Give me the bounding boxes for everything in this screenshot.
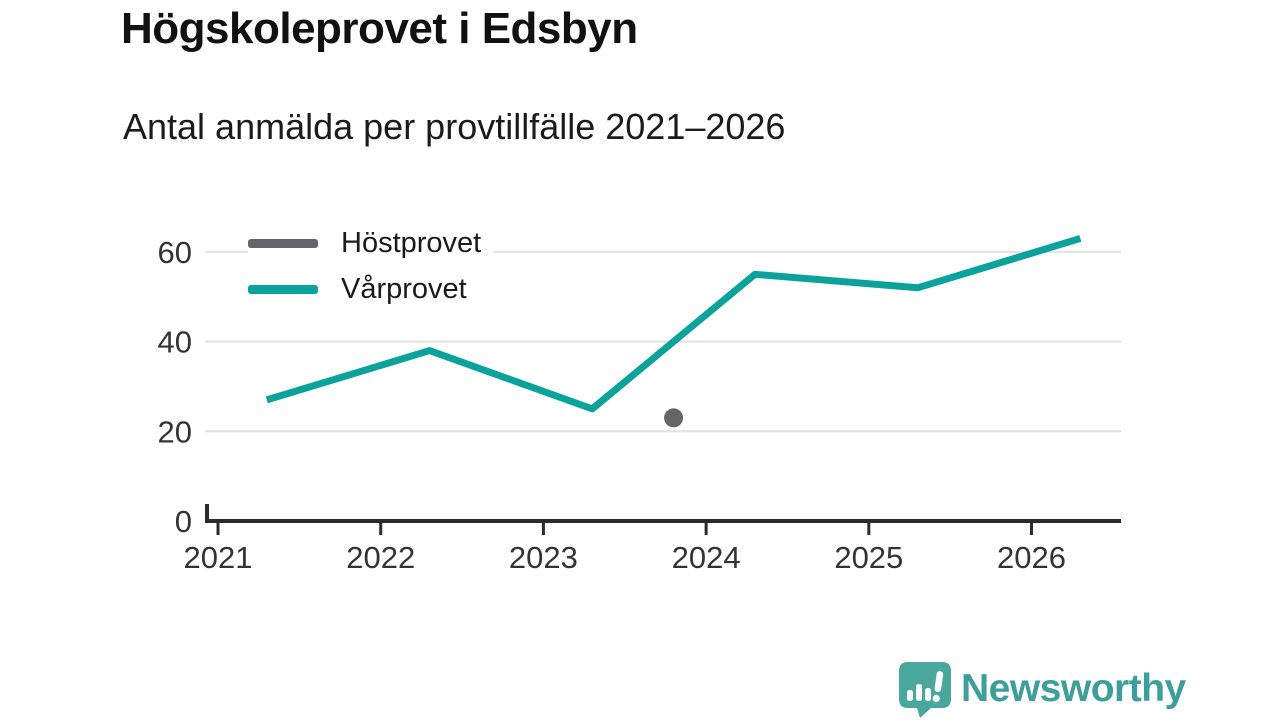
hostprovet-point (664, 408, 684, 428)
chart-subtitle: Antal anmälda per provtillfälle 2021–202… (123, 106, 786, 147)
y-tick-label: 0 (175, 504, 192, 539)
newsworthy-brand: Newsworthy (897, 660, 1186, 718)
x-tick-label: 2021 (184, 540, 253, 575)
legend-item-varprovet: Vårprovet (248, 266, 494, 312)
y-tick-label: 20 (158, 414, 192, 449)
hostprovet-swatch-icon (248, 238, 318, 248)
legend-item-hostprovet: Höstprovet (248, 220, 494, 266)
varprovet-swatch-icon (248, 284, 318, 294)
brand-name: Newsworthy (961, 667, 1186, 710)
chart-legend: Höstprovet Vårprovet (248, 220, 494, 312)
y-tick-label: 40 (158, 325, 192, 360)
varprovet-line (265, 235, 1082, 413)
x-tick-label: 2022 (346, 540, 415, 575)
x-tick-label: 2024 (672, 540, 741, 575)
page-title: Högskoleprovet i Edsbyn (121, 4, 638, 53)
y-tick-label: 60 (158, 235, 192, 270)
legend-label-hostprovet: Höstprovet (341, 227, 482, 259)
x-tick-label: 2023 (509, 540, 578, 575)
x-tick-label: 2026 (997, 540, 1066, 575)
legend-label-varprovet: Vårprovet (341, 273, 467, 305)
newsworthy-logo-icon (897, 660, 953, 718)
x-tick-label: 2025 (834, 540, 903, 575)
